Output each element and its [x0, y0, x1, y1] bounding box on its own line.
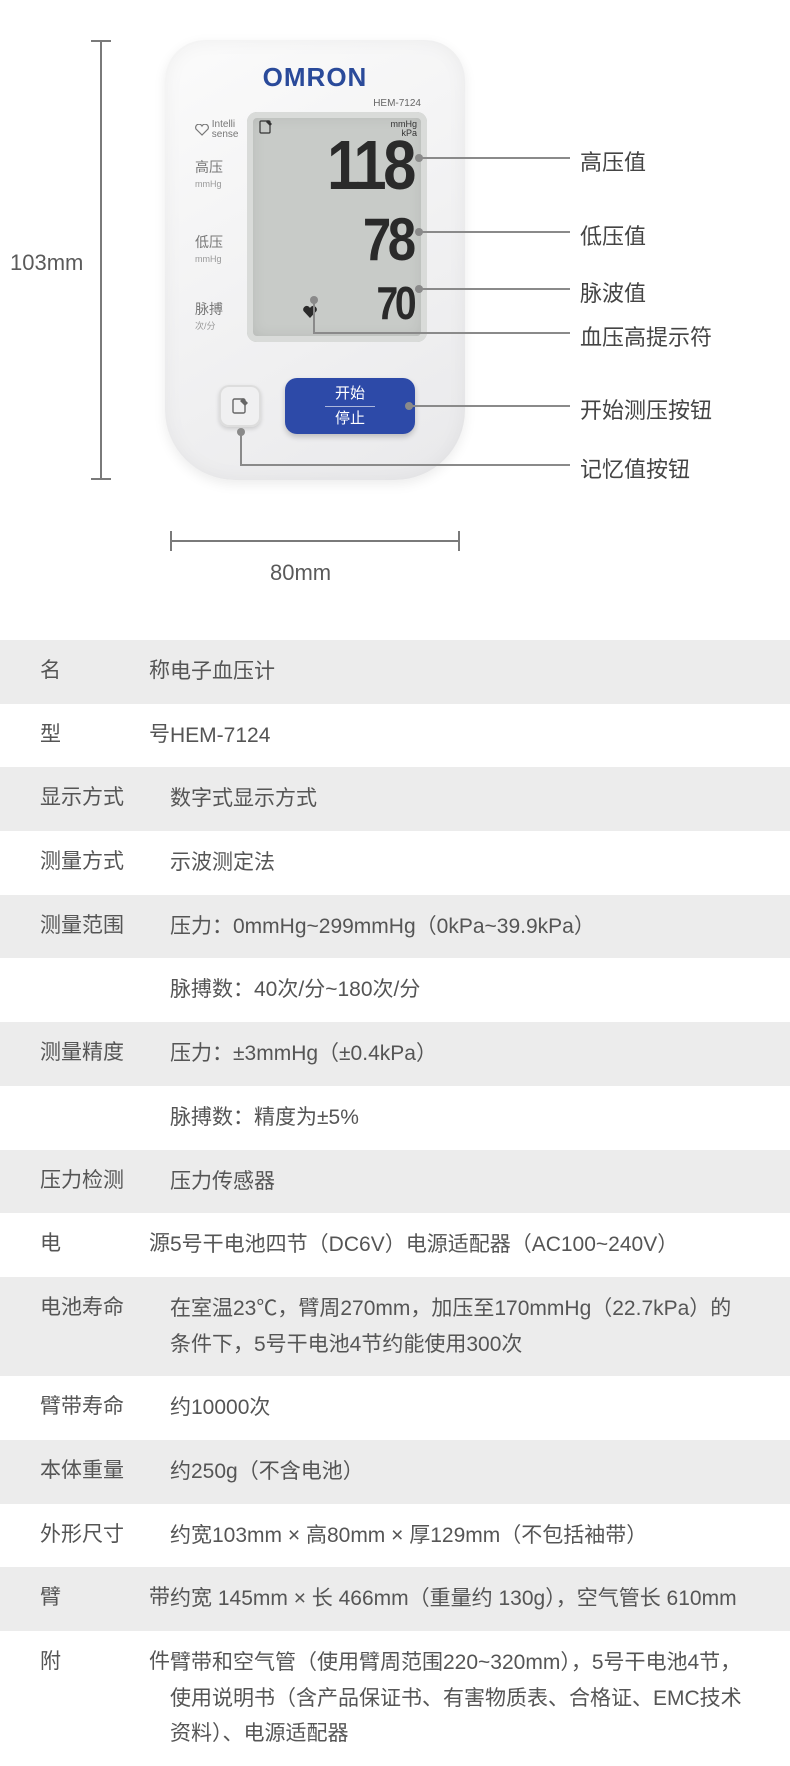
spec-row: 名称电子血压计	[0, 640, 790, 704]
spec-row: 臂带寿命约10000次	[0, 1376, 790, 1440]
memory-button[interactable]	[219, 385, 261, 427]
spec-value: 脉搏数：精度为±5%	[170, 1100, 750, 1136]
spec-value: 压力传感器	[170, 1164, 750, 1200]
heart-icon	[302, 303, 318, 324]
callout-pulse: 脉波值	[580, 276, 646, 308]
spec-value: 脉搏数：40次/分~180次/分	[170, 972, 750, 1008]
spec-label: 名称	[40, 654, 170, 684]
sys-reading: 118	[327, 130, 413, 200]
spec-label: 本体重量	[40, 1454, 170, 1484]
spec-label: 测量方式	[40, 845, 170, 875]
spec-row: 脉搏数：精度为±5%	[0, 1086, 790, 1150]
spec-value: 电子血压计	[170, 654, 750, 690]
spec-value: 在室温23℃，臂周270mm，加压至170mmHg（22.7kPa）的条件下，5…	[170, 1291, 750, 1362]
sys-side-label: 高压mmHg	[195, 160, 223, 191]
spec-row: 型号HEM-7124	[0, 704, 790, 768]
spec-row: 附件臂带和空气管（使用臂周范围220~320mm），5号干电池4节，使用说明书（…	[0, 1631, 790, 1766]
spec-value: 压力：±3mmHg（±0.4kPa）	[170, 1036, 750, 1072]
device-body: OMRON HEM-7124 Intellisense 高压mmHg 低压mmH…	[165, 40, 465, 480]
spec-label: 外形尺寸	[40, 1518, 170, 1548]
spec-row: 测量方式示波测定法	[0, 831, 790, 895]
memo-icon	[259, 120, 273, 137]
spec-table: 名称电子血压计型号HEM-7124显示方式数字式显示方式测量方式示波测定法测量范…	[0, 640, 790, 1766]
callout-sys: 高压值	[580, 145, 646, 177]
spec-value: 约宽 145mm × 长 466mm（重量约 130g），空气管长 610mm	[170, 1581, 750, 1617]
spec-value: 约宽103mm × 高80mm × 厚129mm（不包括袖带）	[170, 1518, 750, 1554]
spec-label: 测量精度	[40, 1036, 170, 1066]
spec-label: 压力检测	[40, 1164, 170, 1194]
spec-row: 臂带约宽 145mm × 长 466mm（重量约 130g），空气管长 610m…	[0, 1567, 790, 1631]
spec-row: 外形尺寸约宽103mm × 高80mm × 厚129mm（不包括袖带）	[0, 1504, 790, 1568]
width-label: 80mm	[270, 560, 331, 586]
spec-label: 型号	[40, 718, 170, 748]
spec-value: 压力：0mmHg~299mmHg（0kPa~39.9kPa）	[170, 909, 750, 945]
width-dim-line	[170, 540, 460, 542]
spec-row: 测量范围压力：0mmHg~299mmHg（0kPa~39.9kPa）	[0, 895, 790, 959]
start-stop-button[interactable]: 开始 停止	[285, 378, 415, 434]
spec-row: 显示方式数字式显示方式	[0, 767, 790, 831]
spec-row: 压力检测压力传感器	[0, 1150, 790, 1214]
spec-row: 电源5号干电池四节（DC6V）电源适配器（AC100~240V）	[0, 1213, 790, 1277]
spec-label: 电池寿命	[40, 1291, 170, 1321]
dia-reading: 78	[363, 210, 413, 270]
callout-dia: 低压值	[580, 219, 646, 251]
spec-value: 臂带和空气管（使用臂周范围220~320mm），5号干电池4节，使用说明书（含产…	[170, 1645, 750, 1752]
callout-start: 开始测压按钮	[580, 393, 712, 425]
spec-label: 附件	[40, 1645, 170, 1675]
callout-memory: 记忆值按钮	[580, 452, 690, 484]
spec-label: 臂带寿命	[40, 1390, 170, 1420]
spec-label: 显示方式	[40, 781, 170, 811]
spec-label: 臂带	[40, 1581, 170, 1611]
dia-side-label: 低压mmHg	[195, 235, 223, 266]
spec-label: 电源	[40, 1227, 170, 1257]
brand-logo: OMRON	[263, 62, 368, 93]
height-label: 103mm	[10, 250, 83, 276]
spec-value: HEM-7124	[170, 718, 750, 754]
spec-label: 测量范围	[40, 909, 170, 939]
spec-value: 示波测定法	[170, 845, 750, 881]
spec-value: 5号干电池四节（DC6V）电源适配器（AC100~240V）	[170, 1227, 750, 1263]
pulse-reading: 70	[376, 280, 413, 326]
callout-indicator: 血压高提示符	[580, 320, 712, 352]
device-diagram: 103mm 80mm OMRON HEM-7124 Intellisense 高…	[0, 0, 790, 640]
pulse-side-label: 脉搏次/分	[195, 302, 223, 333]
spec-row: 本体重量约250g（不含电池）	[0, 1440, 790, 1504]
spec-row: 电池寿命在室温23℃，臂周270mm，加压至170mmHg（22.7kPa）的条…	[0, 1277, 790, 1376]
spec-value: 约10000次	[170, 1390, 750, 1426]
spec-row: 脉搏数：40次/分~180次/分	[0, 958, 790, 1022]
model-label: HEM-7124	[373, 98, 421, 109]
spec-value: 约250g（不含电池）	[170, 1454, 750, 1490]
spec-row: 测量精度压力：±3mmHg（±0.4kPa）	[0, 1022, 790, 1086]
intelli-sense-icon: Intellisense	[195, 120, 238, 140]
lcd-screen: mmHgkPa 118 78 70	[247, 112, 427, 342]
height-dim-line	[100, 40, 102, 480]
spec-value: 数字式显示方式	[170, 781, 750, 817]
